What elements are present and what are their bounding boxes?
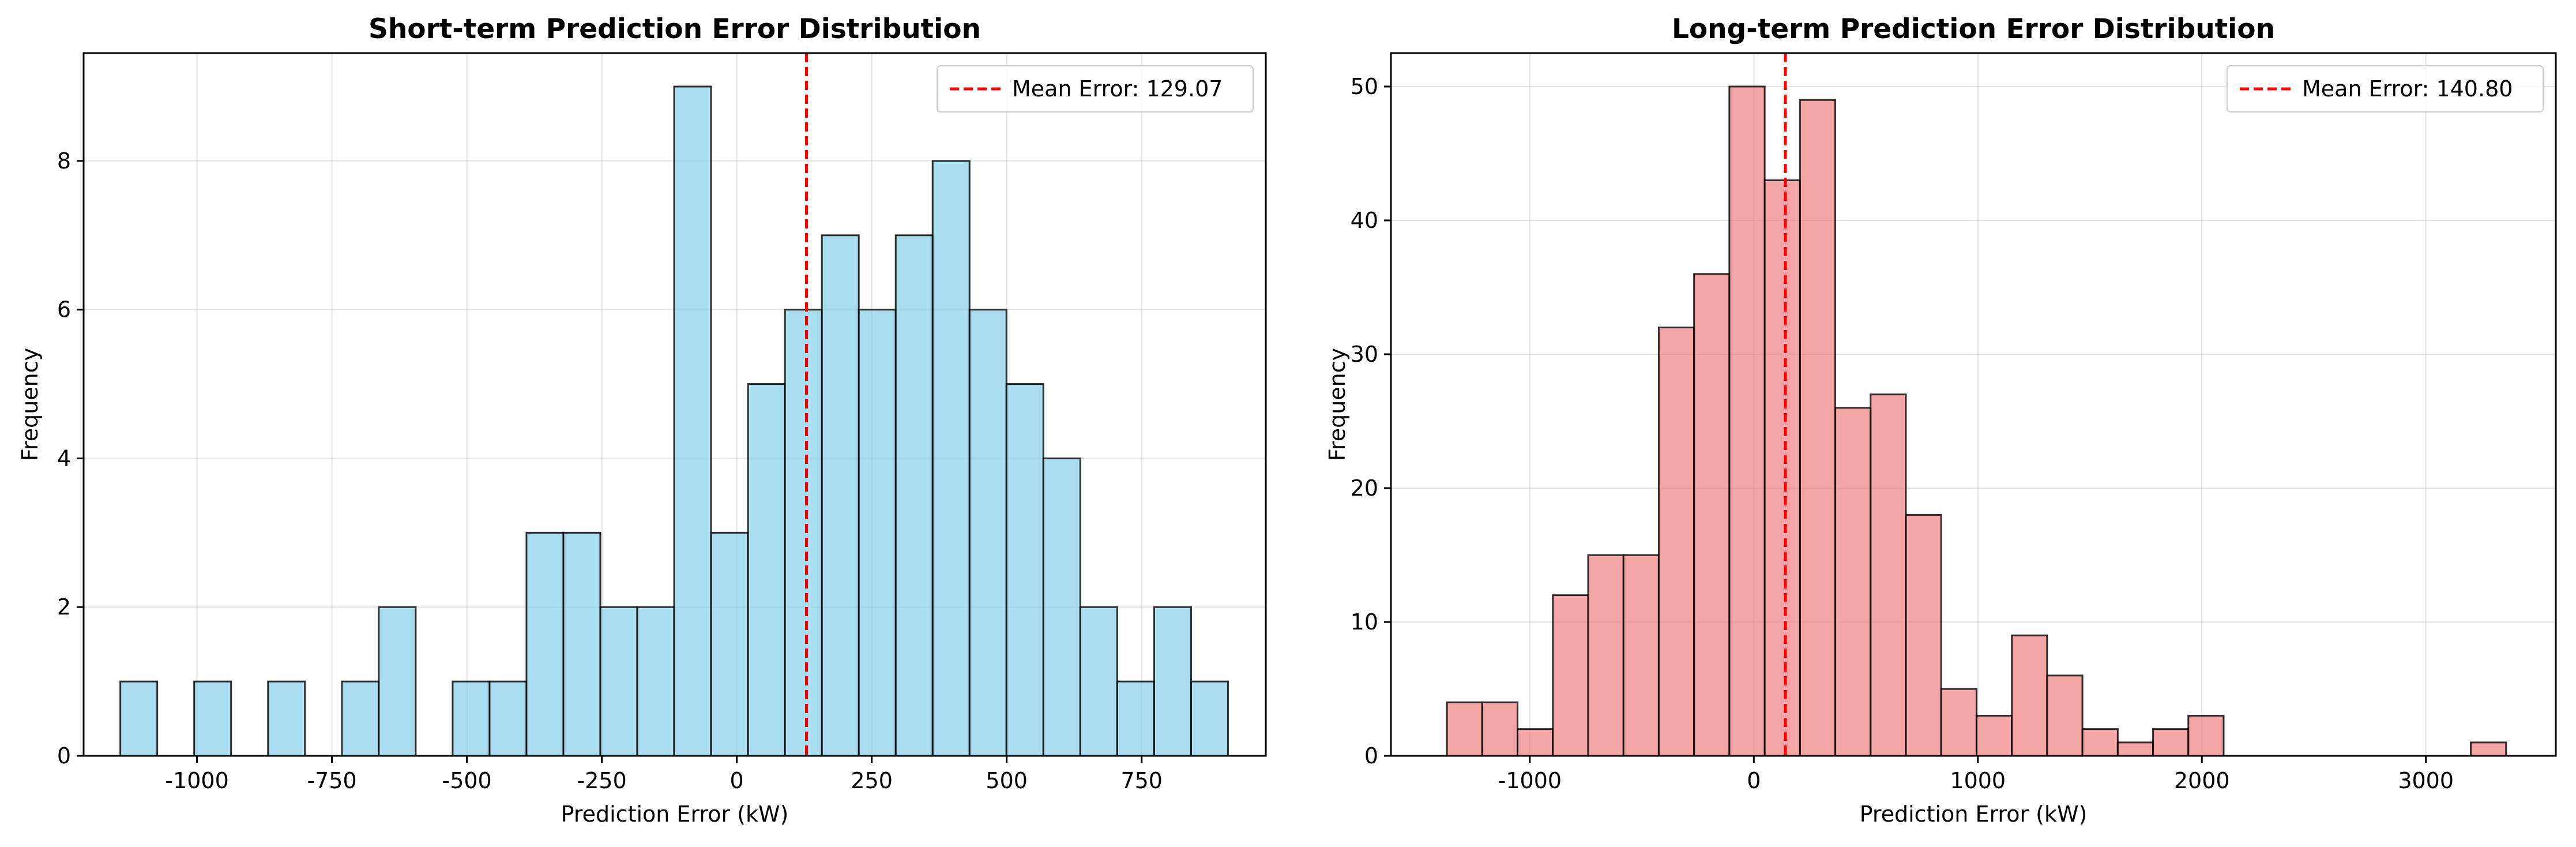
plot-frame — [1390, 52, 2557, 757]
x-tick-label: -250 — [577, 768, 627, 793]
histogram-bar — [1728, 85, 1766, 757]
y-tick-label: 4 — [57, 445, 71, 471]
x-tick-label: -1000 — [165, 768, 228, 793]
histogram-bar — [562, 531, 601, 757]
histogram-bar — [894, 234, 934, 757]
histogram-bar — [1079, 606, 1118, 757]
plot-frame — [82, 52, 1267, 757]
legend: Mean Error: 140.80 — [2227, 65, 2544, 113]
histogram-bar — [2011, 634, 2048, 757]
y-axis-ticks: 0 2 4 6 8 — [57, 148, 84, 769]
long-term-histogram: -1000 0 1000 2000 3000 0 10 20 30 40 50 Long-term… — [1325, 13, 2557, 827]
histogram-bars — [1446, 85, 2507, 757]
histogram-bar — [1975, 714, 2013, 757]
histogram-bar — [378, 606, 417, 757]
x-tick-label: 0 — [730, 768, 744, 793]
histogram-bar — [193, 680, 232, 757]
histogram-bar — [1693, 273, 1731, 757]
histogram-bar — [1657, 327, 1695, 757]
histogram-bar — [1552, 594, 1589, 757]
histogram-bar — [747, 383, 786, 757]
x-tick-label: 2000 — [2174, 768, 2230, 793]
histogram-bar — [2187, 714, 2225, 757]
y-tick-label: 40 — [1351, 208, 1378, 233]
x-axis-label: Prediction Error (kW) — [1860, 801, 2088, 827]
x-axis-ticks: -1000 0 1000 2000 3000 — [1498, 756, 2454, 793]
y-tick-label: 6 — [57, 297, 71, 323]
histogram-bar — [858, 309, 897, 757]
histogram-bar — [2046, 674, 2084, 757]
histogram-bar — [1905, 514, 1942, 757]
legend: Mean Error: 129.07 — [937, 65, 1254, 113]
histogram-bar — [488, 680, 528, 757]
histogram-bar — [1153, 606, 1192, 757]
y-tick-label: 10 — [1351, 609, 1378, 635]
y-tick-label: 20 — [1351, 475, 1378, 501]
x-tick-label: -750 — [307, 768, 356, 793]
x-tick-label: -500 — [442, 768, 491, 793]
histogram-bar — [1940, 688, 1977, 757]
histogram-bar — [2470, 741, 2507, 757]
x-axis-ticks: -1000 -750 -500 -250 0 250 500 750 — [165, 756, 1163, 793]
short-term-histogram: -1000 -750 -500 -250 0 250 500 750 0 2 4 6 8 Short-… — [17, 13, 1267, 827]
histogram-bar — [1481, 701, 1519, 757]
histogram-bar — [267, 680, 306, 757]
histogram-bar — [2116, 741, 2154, 757]
legend-mean-label: Mean Error: 140.80 — [2302, 76, 2513, 102]
y-tick-label: 0 — [57, 743, 71, 769]
y-tick-label: 0 — [1364, 743, 1378, 769]
histogram-bar — [1834, 407, 1872, 757]
histogram-bar — [1042, 457, 1081, 757]
legend-mean-label: Mean Error: 129.07 — [1012, 76, 1223, 102]
histogram-bar — [1116, 680, 1155, 757]
y-axis-label: Frequency — [1325, 348, 1350, 461]
histogram-bar — [599, 606, 638, 757]
histogram-bar — [931, 160, 971, 757]
histogram-bar — [1763, 179, 1801, 757]
histogram-bar — [119, 680, 159, 757]
histogram-bar — [1587, 554, 1624, 757]
histogram-bar — [1517, 728, 1554, 757]
legend-box — [937, 65, 1254, 113]
histogram-bar — [1799, 99, 1837, 757]
x-tick-label: 750 — [1120, 768, 1163, 793]
histogram-bar — [2081, 728, 2119, 757]
chart-title: Short-term Prediction Error Distribution — [368, 13, 981, 45]
histogram-bars — [119, 85, 1229, 757]
histogram-bar — [525, 531, 565, 757]
y-tick-label: 30 — [1351, 342, 1378, 367]
histogram-bar — [1190, 680, 1229, 757]
x-tick-label: 500 — [986, 768, 1028, 793]
y-tick-label: 2 — [57, 594, 71, 620]
histogram-bar — [673, 85, 712, 757]
x-tick-label: 1000 — [1950, 768, 2006, 793]
histogram-bar — [2152, 728, 2190, 757]
legend-box — [2227, 65, 2544, 113]
y-tick-label: 8 — [57, 148, 71, 174]
histogram-bar — [1622, 554, 1660, 757]
histogram-bar — [341, 680, 380, 757]
histogram-bar — [1870, 393, 1907, 757]
x-tick-label: 3000 — [2398, 768, 2454, 793]
x-axis-label: Prediction Error (kW) — [561, 801, 789, 827]
histogram-bar — [452, 680, 491, 757]
histogram-bar — [821, 234, 860, 757]
chart-title: Long-term Prediction Error Distribution — [1672, 13, 2275, 45]
x-tick-label: -1000 — [1498, 768, 1562, 793]
histogram-bar — [968, 309, 1007, 757]
histogram-bar — [636, 606, 675, 757]
y-axis-label: Frequency — [17, 348, 43, 461]
x-tick-label: 250 — [851, 768, 893, 793]
histogram-bar — [710, 531, 749, 757]
y-axis-ticks: 0 10 20 30 40 50 — [1351, 74, 1391, 769]
x-tick-label: 0 — [1747, 768, 1761, 793]
y-tick-label: 50 — [1351, 74, 1378, 99]
histogram-bar — [1446, 701, 1483, 757]
histogram-bar — [1005, 383, 1044, 757]
histogram-bar — [784, 309, 823, 757]
